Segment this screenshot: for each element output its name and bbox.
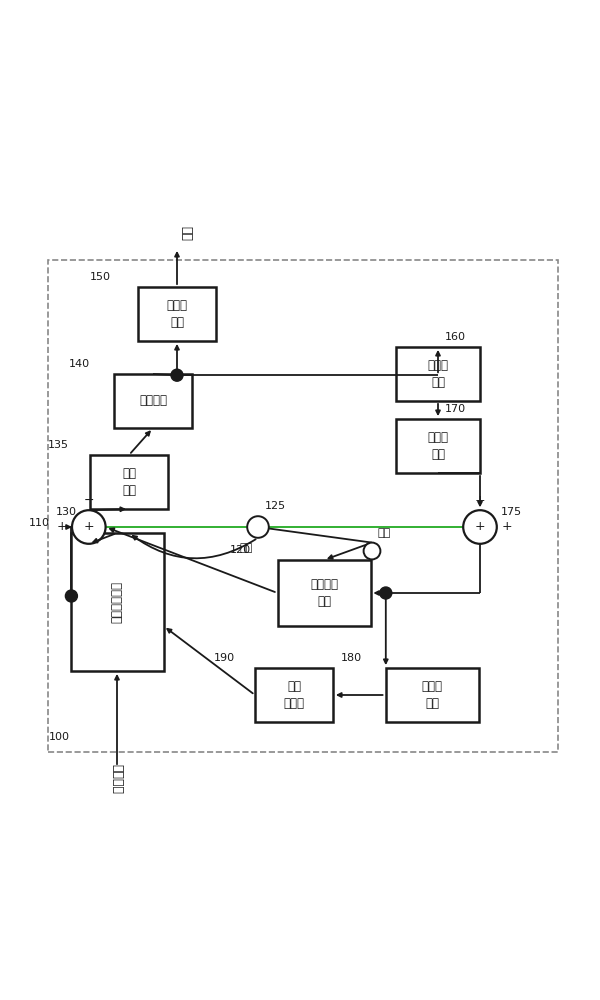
Text: 单元: 单元 <box>317 595 331 608</box>
Text: 图片: 图片 <box>287 680 301 693</box>
Text: 125: 125 <box>265 501 286 511</box>
Text: 135: 135 <box>48 440 69 450</box>
Text: 180: 180 <box>341 653 362 663</box>
Bar <box>277 560 371 626</box>
Text: 变换: 变换 <box>122 467 136 480</box>
Text: 100: 100 <box>49 732 70 742</box>
Bar <box>71 533 163 671</box>
Text: 帧间: 帧间 <box>240 543 253 553</box>
Circle shape <box>171 369 183 381</box>
Text: 单元: 单元 <box>431 376 445 389</box>
Text: 190: 190 <box>214 653 235 663</box>
Bar <box>255 668 333 722</box>
Text: 175: 175 <box>501 507 522 517</box>
Text: +: + <box>83 520 94 534</box>
Text: 帧内: 帧内 <box>378 528 391 538</box>
Text: −: − <box>83 494 94 507</box>
Text: 量化单元: 量化单元 <box>139 394 167 408</box>
Circle shape <box>380 587 392 599</box>
Bar <box>138 287 216 341</box>
Bar <box>396 419 480 473</box>
Circle shape <box>65 590 77 602</box>
Text: 缓冲器: 缓冲器 <box>284 697 305 710</box>
Bar <box>386 668 479 722</box>
Text: 120: 120 <box>229 545 251 555</box>
Text: 帧内预测: 帧内预测 <box>310 578 338 591</box>
Bar <box>396 347 480 401</box>
Text: 逆量化: 逆量化 <box>427 359 449 372</box>
Text: 150: 150 <box>90 272 111 282</box>
Circle shape <box>247 516 269 538</box>
Text: +: + <box>56 520 67 534</box>
Text: 110: 110 <box>29 518 49 528</box>
Circle shape <box>463 510 497 544</box>
Text: +: + <box>475 494 485 507</box>
Text: 130: 130 <box>56 507 77 517</box>
Text: 输入图片: 输入图片 <box>110 764 124 794</box>
Text: 170: 170 <box>445 404 466 414</box>
Text: +: + <box>502 520 512 534</box>
Circle shape <box>364 543 380 559</box>
Text: 帧间预测单元: 帧间预测单元 <box>110 581 124 623</box>
Text: 位流: 位流 <box>179 226 193 240</box>
Text: 逆变换: 逆变换 <box>427 431 449 444</box>
Text: 单元: 单元 <box>425 697 439 710</box>
Bar <box>114 374 192 428</box>
Text: 140: 140 <box>69 359 90 369</box>
Text: 单元: 单元 <box>122 484 136 497</box>
Text: 单元: 单元 <box>431 448 445 461</box>
Text: +: + <box>475 520 485 534</box>
Bar <box>90 455 168 509</box>
Text: 熵编码: 熵编码 <box>167 299 187 312</box>
Text: 单元: 单元 <box>170 316 184 329</box>
Circle shape <box>72 510 106 544</box>
Text: 160: 160 <box>445 332 466 342</box>
Text: 滤波器: 滤波器 <box>421 680 443 693</box>
Bar <box>48 260 558 752</box>
